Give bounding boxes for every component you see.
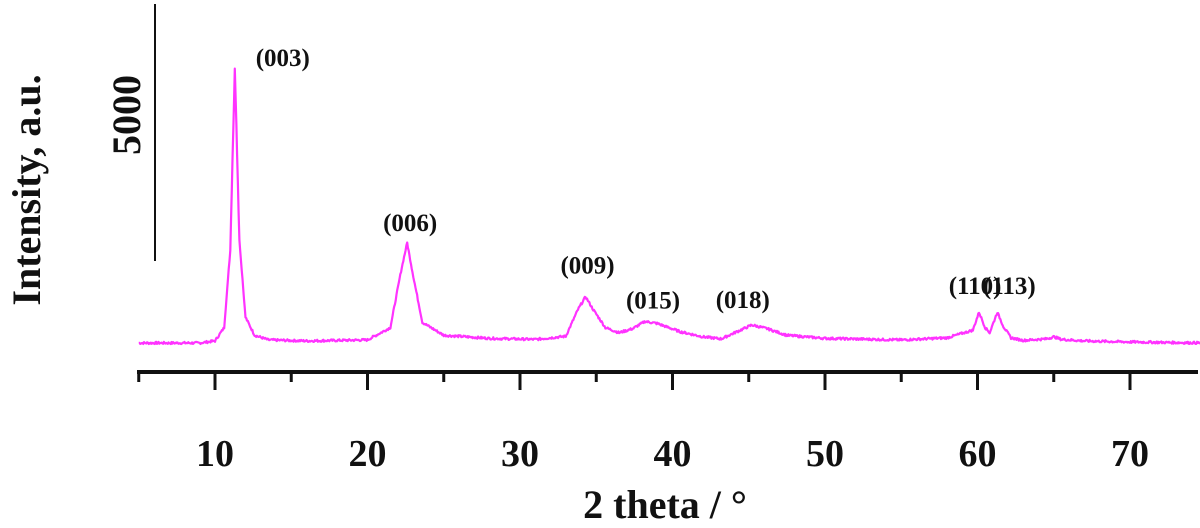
x-tick-label: 20: [349, 433, 387, 475]
scale-bar-label: 5000: [104, 75, 149, 155]
x-axis-ticks: [137, 372, 1132, 390]
peak-label: (003): [256, 45, 310, 72]
x-tick-label: 40: [654, 433, 692, 475]
x-tick-label: 50: [806, 433, 844, 475]
peak-label: (015): [626, 287, 680, 314]
x-axis-tick-labels: 10 20 30 40 50 60 70: [196, 433, 1149, 475]
x-axis-title: 2 theta / °: [583, 482, 747, 527]
x-tick-label: 70: [1111, 433, 1149, 475]
peak-label: (018): [716, 287, 770, 314]
series-line: [138, 67, 1200, 346]
peak-label: (113): [983, 273, 1036, 300]
peak-label: (110): [949, 273, 1002, 300]
peak-label: (009): [560, 253, 614, 280]
y-axis-title: Intensity, a.u.: [4, 74, 49, 305]
x-tick-label: 60: [959, 433, 997, 475]
x-tick-label: 10: [196, 433, 234, 475]
peak-label: (006): [383, 210, 437, 237]
peak-labels: (003) (006) (009) (015) (018) (110)(113): [256, 45, 1036, 314]
x-tick-label: 30: [501, 433, 539, 475]
